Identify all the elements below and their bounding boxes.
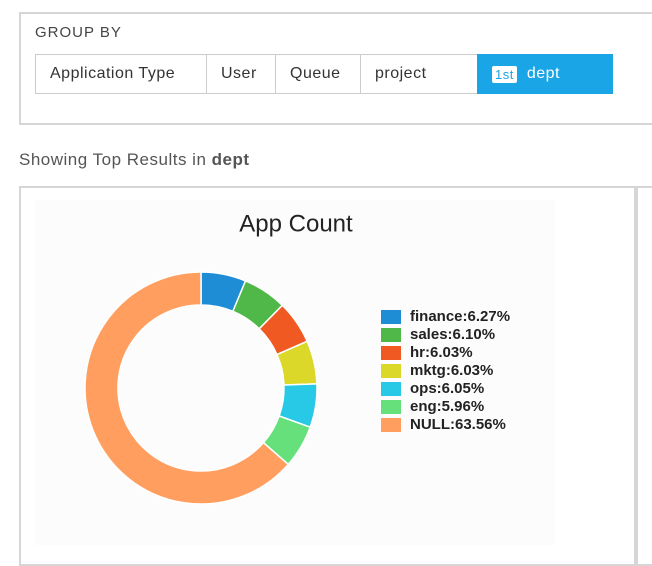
- donut-slice: [84, 271, 290, 505]
- legend-swatch: [381, 310, 401, 324]
- active-label: dept: [526, 65, 560, 82]
- legend-swatch: [381, 418, 401, 432]
- side-panel: [636, 186, 652, 566]
- group-option[interactable]: Queue: [275, 54, 361, 94]
- group-by-panel: [19, 12, 652, 125]
- group-option[interactable]: project: [360, 54, 478, 94]
- group-option[interactable]: User: [206, 54, 276, 94]
- legend-label: finance:6.27%: [410, 308, 510, 325]
- legend-label: hr:6.03%: [410, 344, 473, 361]
- legend-label: NULL:63.56%: [410, 416, 506, 433]
- results-field: dept: [211, 150, 250, 169]
- legend-swatch: [381, 382, 401, 396]
- legend-label: mktg:6.03%: [410, 362, 493, 379]
- rank-badge: 1st: [492, 65, 517, 83]
- chart-title: App Count: [239, 210, 353, 237]
- results-prefix: Showing Top Results in: [19, 150, 207, 169]
- chart: App Count finance:6.27%sales:6.10%hr:6.0…: [35, 200, 555, 545]
- group-by-label: GROUP BY: [35, 24, 122, 41]
- group-option[interactable]: Application Type: [35, 54, 207, 94]
- legend-label: eng:5.96%: [410, 398, 484, 415]
- legend-swatch: [381, 346, 401, 360]
- legend-label: ops:6.05%: [410, 380, 484, 397]
- results-caption: Showing Top Results in dept: [19, 150, 250, 170]
- legend-swatch: [381, 328, 401, 342]
- legend-swatch: [381, 400, 401, 414]
- legend-label: sales:6.10%: [410, 326, 495, 343]
- group-option-active[interactable]: 1st dept: [477, 54, 613, 94]
- legend-swatch: [381, 364, 401, 378]
